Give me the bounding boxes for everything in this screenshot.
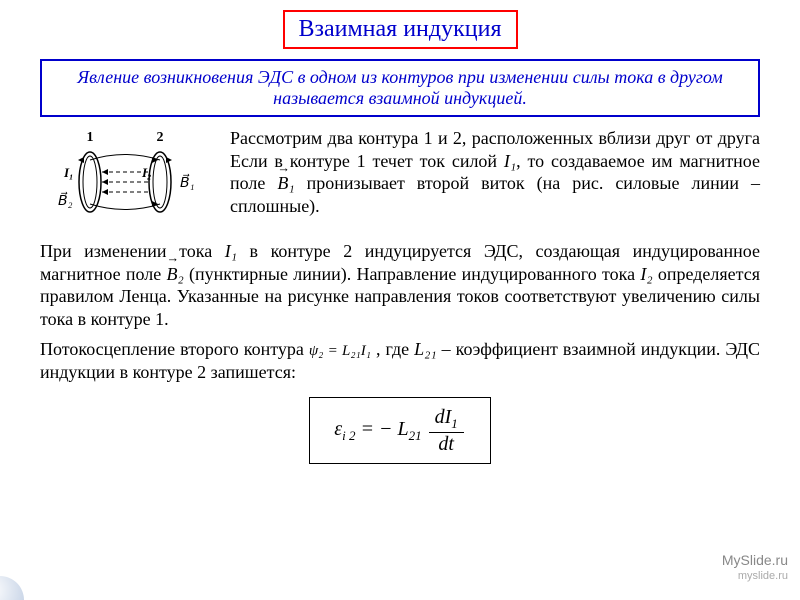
f-num-t: dI (435, 406, 452, 428)
p2-i1: I₁ (225, 241, 237, 261)
formula-container: εi 2 = − L21 dI1 dt (40, 391, 760, 463)
p2-i2: I₂ (640, 264, 652, 284)
p3-a: Потокосцепление второго контура (40, 339, 309, 359)
p3-l21: L₂₁ (414, 339, 437, 359)
f-lhs-sub: i 2 (342, 428, 355, 443)
watermark-domain: myslide.ru (738, 570, 788, 582)
definition-box: Явление возникновения ЭДС в одном из кон… (40, 59, 760, 117)
p2-b2: B₂ (166, 263, 183, 286)
formula: εi 2 = − L21 dI1 dt (334, 418, 466, 440)
label-loop-2: 2 (157, 130, 164, 145)
label-i1: I₁ (63, 165, 74, 180)
p1-i1: I₁ (504, 151, 516, 171)
p2-c: (пунктирные линии). Направление индуциро… (184, 264, 641, 284)
f-coef-sub: 21 (409, 428, 422, 443)
label-b2: B⃗₂ (58, 191, 73, 209)
label-b1: B⃗₁ (180, 173, 194, 191)
arrow-b2-bot (102, 189, 108, 195)
p1-b1: B₁ (277, 172, 294, 195)
label-i2: I₂ (141, 165, 152, 180)
loop-1-inner (83, 156, 97, 208)
title-box: Взаимная индукция (283, 10, 518, 49)
watermark-text: МySlide.ru (722, 552, 788, 568)
para1-cell: Рассмотрим два контура 1 и 2, расположен… (230, 127, 760, 225)
f-eq: = − (360, 418, 392, 440)
definition-text: Явление возникновения ЭДС в одном из кон… (77, 67, 722, 108)
label-loop-1: 1 (87, 130, 94, 145)
p2-a: При изменении тока (40, 241, 225, 261)
p1-c: пронизывает второй виток (на рис. силовы… (230, 173, 760, 216)
paragraph-2: При изменении тока I₁ в контуре 2 индуци… (40, 240, 760, 330)
field-line-b1-bot (90, 204, 160, 210)
f-lhs: ε (334, 418, 342, 440)
f-num: dI1 (429, 406, 464, 432)
field-line-b1-top (90, 155, 160, 161)
arrow-b2-top (102, 169, 108, 175)
arrow-b2-mid (102, 179, 108, 185)
f-frac: dI1 dt (429, 406, 464, 454)
f-den: dt (429, 433, 464, 455)
corner-ornament-icon (0, 576, 24, 600)
title-container: Взаимная индукция (40, 10, 760, 59)
p3-psi: ψ₂ = L₂₁I₁ (309, 343, 371, 359)
paragraph-3: Потокосцепление второго контура ψ₂ = L₂₁… (40, 338, 760, 383)
f-coef: L (397, 418, 408, 440)
f-num-sub: 1 (451, 416, 458, 431)
paragraph-1: Рассмотрим два контура 1 и 2, расположен… (230, 127, 760, 217)
row-diagram-para: 1 2 (40, 127, 760, 232)
loop-2-inner (153, 156, 167, 208)
mutual-inductance-diagram: 1 2 (40, 127, 210, 227)
diagram-cell: 1 2 (40, 127, 230, 232)
p3-b: , где (371, 339, 414, 359)
formula-box: εi 2 = − L21 dI1 dt (309, 397, 491, 463)
page-title: Взаимная индукция (299, 16, 502, 42)
